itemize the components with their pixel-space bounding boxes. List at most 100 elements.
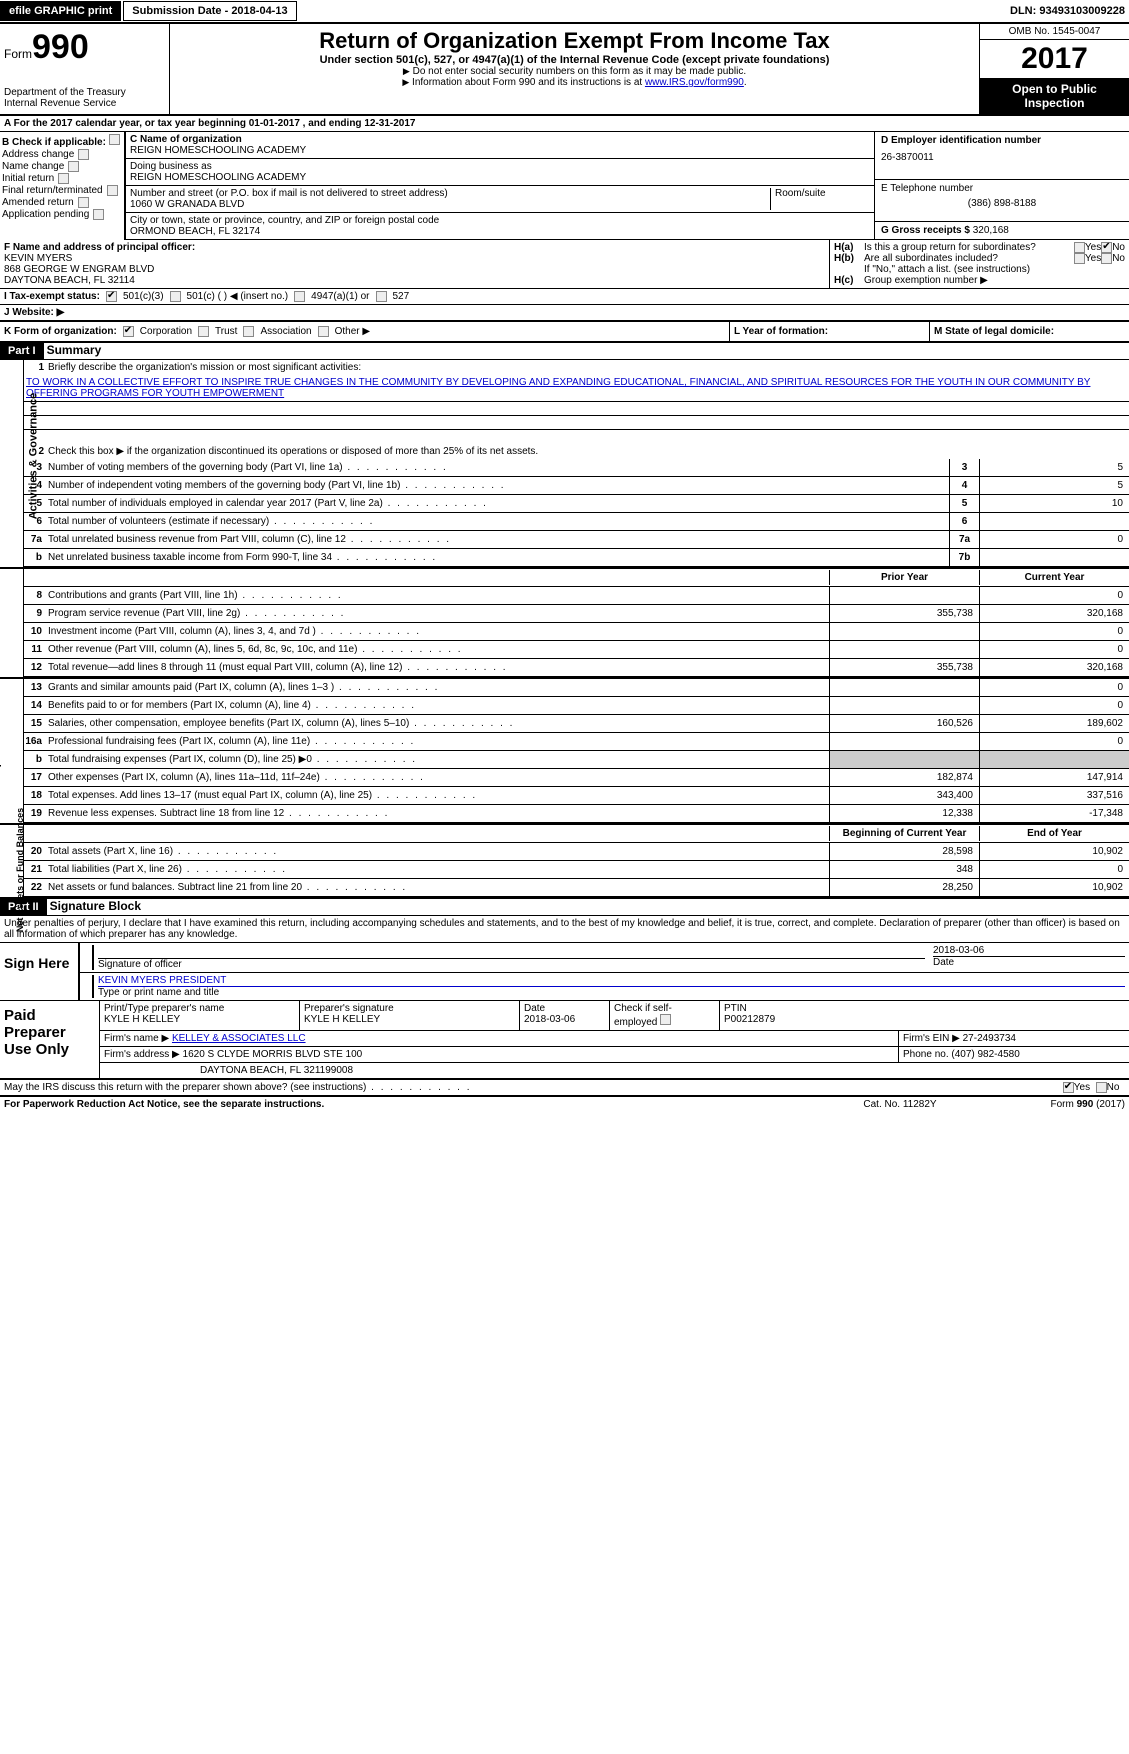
row-a: A For the 2017 calendar year, or tax yea…: [0, 116, 1129, 132]
tax-year: 2017: [980, 40, 1129, 78]
checkbox[interactable]: [294, 291, 305, 302]
subtitle-2: Do not enter social security numbers on …: [413, 66, 746, 77]
checkbox-checked[interactable]: [1063, 1082, 1074, 1093]
org-name: REIGN HOMESCHOOLING ACADEMY: [130, 145, 870, 156]
irs-link[interactable]: www.IRS.gov/form990: [645, 77, 744, 88]
summary-line: 10Investment income (Part VIII, column (…: [24, 623, 1129, 641]
header-right: OMB No. 1545-0047 2017 Open to Public In…: [979, 24, 1129, 114]
checkbox[interactable]: [170, 291, 181, 302]
checkbox[interactable]: [1101, 253, 1112, 264]
netassets-section: Net Assets or Fund Balances Beginning of…: [0, 825, 1129, 899]
address: 1060 W GRANADA BLVD: [130, 199, 770, 210]
k-row: K Form of organization: Corporation Trus…: [0, 322, 1129, 343]
cat-no: Cat. No. 11282Y: [825, 1099, 975, 1110]
arrow-icon: [402, 77, 409, 88]
page-footer: For Paperwork Reduction Act Notice, see …: [0, 1097, 1129, 1112]
label-ein: D Employer identification number: [881, 135, 1123, 146]
checkbox[interactable]: [198, 326, 209, 337]
checkbox[interactable]: [660, 1014, 671, 1025]
efile-button[interactable]: efile GRAPHIC print: [0, 1, 121, 21]
part-i-title: Summary: [47, 343, 102, 357]
checkbox[interactable]: [58, 173, 69, 184]
current-year-hdr: Current Year: [979, 570, 1129, 585]
checkbox[interactable]: [1074, 242, 1085, 253]
governance-label: Activities & Governance: [0, 360, 24, 567]
mission-blank: [24, 430, 1129, 444]
summary-line: 13Grants and similar amounts paid (Part …: [24, 679, 1129, 697]
subtitle-3-pre: Information about Form 990 and its instr…: [412, 77, 645, 88]
checkbox-checked[interactable]: [1101, 242, 1112, 253]
phone: (386) 898-8188: [881, 198, 1123, 209]
mission-blank: [24, 416, 1129, 430]
dba-box: Doing business as REIGN HOMESCHOOLING AC…: [125, 159, 874, 186]
form-label: Form: [4, 47, 32, 61]
netassets-label: Net Assets or Fund Balances: [0, 825, 24, 897]
checkbox[interactable]: [107, 185, 118, 196]
checkbox[interactable]: [1096, 1082, 1107, 1093]
checkbox[interactable]: [78, 197, 89, 208]
discuss-row: May the IRS discuss this return with the…: [0, 1080, 1129, 1097]
irs: Internal Revenue Service: [4, 98, 165, 109]
col-headers: Prior Year Current Year: [24, 569, 1129, 587]
m-state-domicile: M State of legal domicile:: [929, 322, 1129, 341]
label-dba: Doing business as: [130, 161, 870, 172]
summary-line: 3Number of voting members of the governi…: [24, 459, 1129, 477]
sign-here-row: Sign Here Signature of officer 2018-03-0…: [0, 943, 1129, 1001]
subtitle-1: Under section 501(c), 527, or 4947(a)(1)…: [174, 54, 975, 66]
checkbox-checked[interactable]: [106, 291, 117, 302]
header-left: Form990 Department of the Treasury Inter…: [0, 24, 170, 114]
dept-treasury: Department of the Treasury: [4, 87, 165, 98]
col-c: C Name of organization REIGN HOMESCHOOLI…: [125, 132, 874, 240]
h-a: H(a) Is this a group return for subordin…: [834, 242, 1125, 253]
col-b-title: B Check if applicable:: [2, 134, 122, 148]
part-ii-header: Part II Signature Block: [0, 899, 1129, 916]
mission-blank: [24, 402, 1129, 416]
h-b: H(b) Are all subordinates included? Yes …: [834, 253, 1125, 264]
label-phone: E Telephone number: [881, 183, 1123, 194]
top-bar: efile GRAPHIC print Submission Date - 20…: [0, 0, 1129, 22]
officer-addr2: DAYTONA BEACH, FL 32114: [4, 275, 825, 286]
h-b-note: If "No," attach a list. (see instruction…: [834, 264, 1125, 275]
checkbox[interactable]: [78, 149, 89, 160]
room-suite: Room/suite: [770, 188, 870, 210]
sig-name-row: KEVIN MYERS PRESIDENT Type or print name…: [80, 973, 1129, 1000]
summary-line: 7aTotal unrelated business revenue from …: [24, 531, 1129, 549]
sign-here-label: Sign Here: [0, 943, 80, 1000]
summary-line: 8Contributions and grants (Part VIII, li…: [24, 587, 1129, 605]
principal-officer: F Name and address of principal officer:…: [0, 240, 829, 288]
checkbox[interactable]: [376, 291, 387, 302]
governance-section: Activities & Governance 1Briefly describ…: [0, 360, 1129, 569]
paperwork-notice: For Paperwork Reduction Act Notice, see …: [4, 1099, 825, 1110]
summary-line: 21Total liabilities (Part X, line 26)348…: [24, 861, 1129, 879]
checkbox[interactable]: [1074, 253, 1085, 264]
checkbox[interactable]: [243, 326, 254, 337]
checkbox[interactable]: [68, 161, 79, 172]
officer-addr1: 868 GEORGE W ENGRAM BLVD: [4, 264, 825, 275]
begin-year-hdr: Beginning of Current Year: [829, 826, 979, 841]
officer-name: KEVIN MYERS: [4, 253, 825, 264]
page: efile GRAPHIC print Submission Date - 20…: [0, 0, 1129, 1112]
header-center: Return of Organization Exempt From Incom…: [170, 24, 979, 114]
col-d-e-g: D Employer identification number 26-3870…: [874, 132, 1129, 240]
dln: DLN: 93493103009228: [1010, 5, 1129, 17]
checkbox-checked[interactable]: [123, 326, 134, 337]
paid-row-4: DAYTONA BEACH, FL 321199008: [100, 1063, 1129, 1078]
label-org-name: C Name of organization: [130, 134, 870, 145]
paid-preparer-label: Paid Preparer Use Only: [0, 1001, 100, 1078]
summary-line: 22Net assets or fund balances. Subtract …: [24, 879, 1129, 897]
city-box: City or town, state or province, country…: [125, 213, 874, 240]
summary-line: 4Number of independent voting members of…: [24, 477, 1129, 495]
label-tax-status: I Tax-exempt status:: [4, 291, 100, 302]
label-gross: G Gross receipts $: [881, 225, 973, 236]
checkbox[interactable]: [93, 209, 104, 220]
submission-date: Submission Date - 2018-04-13: [123, 1, 296, 21]
part-i-label: Part I: [0, 343, 44, 359]
signature-block: Under penalties of perjury, I declare th…: [0, 916, 1129, 1001]
net-col-headers: Beginning of Current Year End of Year: [24, 825, 1129, 843]
checkbox[interactable]: [109, 134, 120, 145]
summary-line: 6Total number of volunteers (estimate if…: [24, 513, 1129, 531]
org-name-box: C Name of organization REIGN HOMESCHOOLI…: [125, 132, 874, 159]
checkbox[interactable]: [318, 326, 329, 337]
col-b: B Check if applicable: Address changeNam…: [0, 132, 125, 240]
prior-year-hdr: Prior Year: [829, 570, 979, 585]
